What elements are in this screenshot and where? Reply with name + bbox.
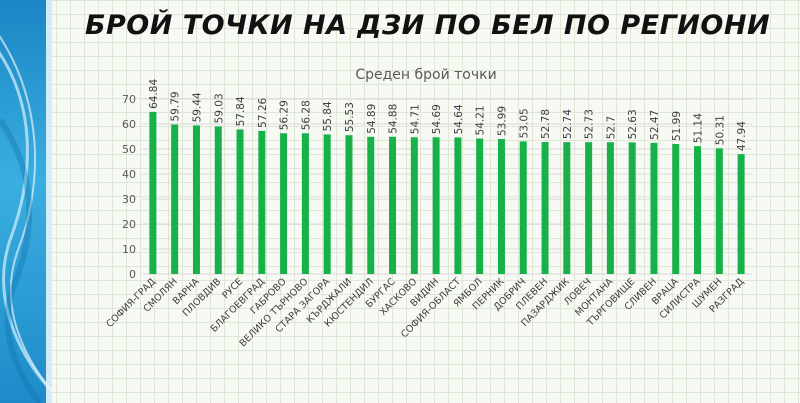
data-label: 59.03 bbox=[213, 93, 225, 123]
data-labels: 64.84 59.79 59.44 59.03 57.84 57.26 56.29 56.28… bbox=[148, 79, 748, 152]
y-tick-label: 10 bbox=[122, 243, 136, 256]
bar bbox=[476, 138, 484, 274]
bar bbox=[541, 142, 549, 274]
bar bbox=[497, 139, 505, 274]
bars bbox=[149, 111, 745, 275]
gridlines bbox=[142, 98, 752, 275]
data-label: 59.79 bbox=[170, 91, 182, 121]
data-label: 52.74 bbox=[562, 109, 574, 139]
data-label: 57.26 bbox=[257, 97, 269, 127]
bar bbox=[345, 135, 353, 274]
data-label: 52.63 bbox=[627, 109, 639, 139]
bar bbox=[389, 136, 397, 274]
bar bbox=[410, 137, 418, 274]
bar bbox=[672, 144, 680, 274]
bar bbox=[432, 137, 440, 274]
bar bbox=[214, 126, 222, 274]
y-tick-label: 30 bbox=[122, 193, 136, 206]
bar bbox=[258, 130, 266, 274]
data-label: 54.71 bbox=[409, 104, 421, 134]
bar bbox=[606, 142, 614, 274]
bar bbox=[519, 141, 527, 274]
bar bbox=[280, 133, 288, 274]
bar bbox=[192, 125, 200, 275]
y-tick-label: 50 bbox=[122, 143, 136, 156]
data-label: 52.47 bbox=[649, 110, 661, 140]
bar bbox=[628, 142, 636, 274]
bar bbox=[236, 129, 244, 274]
bar bbox=[454, 137, 462, 274]
y-tick-label: 20 bbox=[122, 218, 136, 231]
bar bbox=[301, 133, 309, 274]
data-label: 56.29 bbox=[279, 100, 291, 130]
data-label: 55.53 bbox=[344, 102, 356, 132]
data-label: 64.84 bbox=[148, 79, 160, 109]
swirl-decoration bbox=[0, 0, 52, 403]
data-label: 51.99 bbox=[671, 111, 683, 141]
y-tick-label: 0 bbox=[129, 268, 136, 281]
bar bbox=[367, 136, 375, 274]
data-label: 51.14 bbox=[693, 113, 705, 143]
data-label: 50.31 bbox=[714, 115, 726, 145]
bar bbox=[171, 124, 179, 275]
data-label: 47.94 bbox=[736, 121, 748, 151]
bar bbox=[694, 146, 702, 274]
data-label: 59.44 bbox=[191, 92, 203, 122]
data-label: 54.88 bbox=[388, 104, 400, 134]
bar bbox=[650, 142, 658, 274]
bar bbox=[323, 134, 331, 274]
data-label: 54.69 bbox=[431, 104, 443, 134]
data-label: 54.89 bbox=[366, 104, 378, 134]
decorative-side-band bbox=[0, 0, 52, 403]
data-label: 55.84 bbox=[322, 101, 334, 131]
bar bbox=[149, 111, 157, 275]
bar bbox=[585, 142, 593, 274]
data-label: 53.99 bbox=[496, 106, 508, 136]
y-tick-label: 70 bbox=[122, 93, 136, 106]
slide-title: БРОЙ ТОЧКИ НА ДЗИ ПО БЕЛ ПО РЕГИОНИ bbox=[84, 10, 771, 41]
data-label: 52.7 bbox=[605, 116, 617, 139]
data-label: 54.64 bbox=[453, 104, 465, 134]
data-label: 54.21 bbox=[475, 105, 487, 135]
data-label: 57.84 bbox=[235, 96, 247, 126]
bar bbox=[715, 148, 723, 274]
chart-title: Среден брой точки bbox=[355, 67, 496, 83]
x-axis-categories: СОФИЯ-ГРАДСМОЛЯНВАРНАПЛОВДИВРУСЕБЛАГОЕВГ… bbox=[104, 276, 746, 349]
data-label: 52.73 bbox=[584, 109, 596, 139]
data-label: 56.28 bbox=[300, 100, 312, 130]
bar bbox=[737, 154, 745, 274]
data-label: 52.78 bbox=[540, 109, 552, 139]
data-label: 53.05 bbox=[518, 108, 530, 138]
y-axis: 0 10 20 30 40 50 60 70 bbox=[122, 93, 136, 281]
y-tick-label: 40 bbox=[122, 168, 136, 181]
y-tick-label: 60 bbox=[122, 118, 136, 131]
bar bbox=[563, 142, 571, 274]
